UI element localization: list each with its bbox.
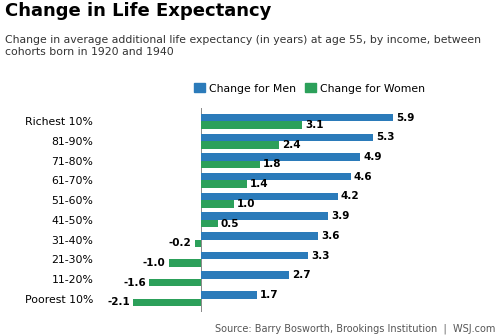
Bar <box>202 193 338 200</box>
Text: 4.2: 4.2 <box>341 192 359 201</box>
Bar <box>150 279 202 287</box>
Text: 1.7: 1.7 <box>260 290 278 300</box>
Bar <box>169 259 202 267</box>
Bar <box>202 173 350 180</box>
Text: 3.6: 3.6 <box>322 231 340 241</box>
Text: Change in Life Expectancy: Change in Life Expectancy <box>5 2 272 20</box>
Text: -0.2: -0.2 <box>169 238 192 248</box>
Bar <box>202 153 360 161</box>
Bar <box>202 271 289 279</box>
Text: 3.1: 3.1 <box>305 120 324 130</box>
Text: 4.9: 4.9 <box>364 152 382 162</box>
Text: 5.3: 5.3 <box>376 132 395 142</box>
Text: 5.9: 5.9 <box>396 113 414 123</box>
Text: 1.4: 1.4 <box>250 179 268 189</box>
Bar <box>202 180 247 188</box>
Text: 2.7: 2.7 <box>292 270 311 280</box>
Bar <box>202 220 218 227</box>
Text: -1.6: -1.6 <box>124 278 146 288</box>
Bar <box>202 212 328 220</box>
Text: 0.5: 0.5 <box>221 219 240 228</box>
Text: 2.4: 2.4 <box>282 140 301 150</box>
Text: 1.0: 1.0 <box>237 199 256 209</box>
Text: 3.9: 3.9 <box>331 211 349 221</box>
Bar <box>202 141 279 149</box>
Bar <box>202 114 393 121</box>
Text: 3.3: 3.3 <box>312 251 330 260</box>
Bar <box>195 240 202 247</box>
Legend: Change for Men, Change for Women: Change for Men, Change for Women <box>190 79 430 98</box>
Bar <box>202 161 260 168</box>
Text: 4.6: 4.6 <box>354 172 372 182</box>
Text: -1.0: -1.0 <box>143 258 166 268</box>
Text: Source: Barry Bosworth, Brookings Institution  |  WSJ.com: Source: Barry Bosworth, Brookings Instit… <box>214 324 495 334</box>
Bar <box>202 200 234 208</box>
Bar <box>202 133 374 141</box>
Bar <box>202 252 308 259</box>
Bar <box>202 232 318 240</box>
Bar <box>133 299 202 306</box>
Text: -2.1: -2.1 <box>107 297 130 307</box>
Bar <box>202 291 256 299</box>
Text: Change in average additional life expectancy (in years) at age 55, by income, be: Change in average additional life expect… <box>5 35 481 57</box>
Bar <box>202 121 302 129</box>
Text: 1.8: 1.8 <box>263 160 281 169</box>
